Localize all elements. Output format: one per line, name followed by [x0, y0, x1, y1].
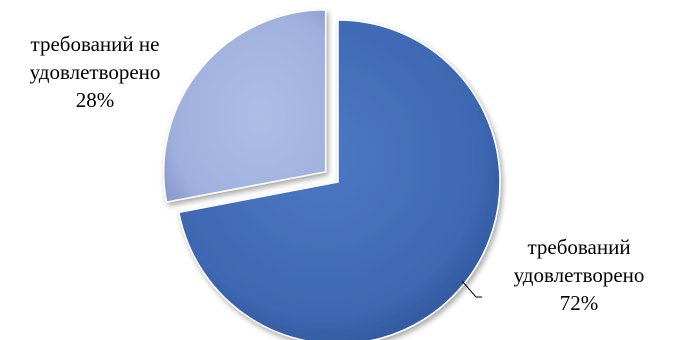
slice-label-line: удовлетворено [29, 60, 161, 84]
slice-percent: 72% [559, 291, 599, 315]
pie-slice-satisfied [177, 19, 501, 340]
pie-slice-not-satisfied [162, 9, 327, 204]
slice-label-line: удовлетворено [513, 263, 645, 287]
leader-line [461, 280, 482, 298]
slice-percent: 28% [75, 88, 115, 112]
slice-label-line: требований не [30, 32, 160, 56]
slice-label-satisfied: требований удовлетворено 72% [474, 233, 684, 317]
slice-label-line: требований [527, 235, 631, 259]
slice-label-not-satisfied: требований не удовлетворено 28% [0, 30, 190, 114]
